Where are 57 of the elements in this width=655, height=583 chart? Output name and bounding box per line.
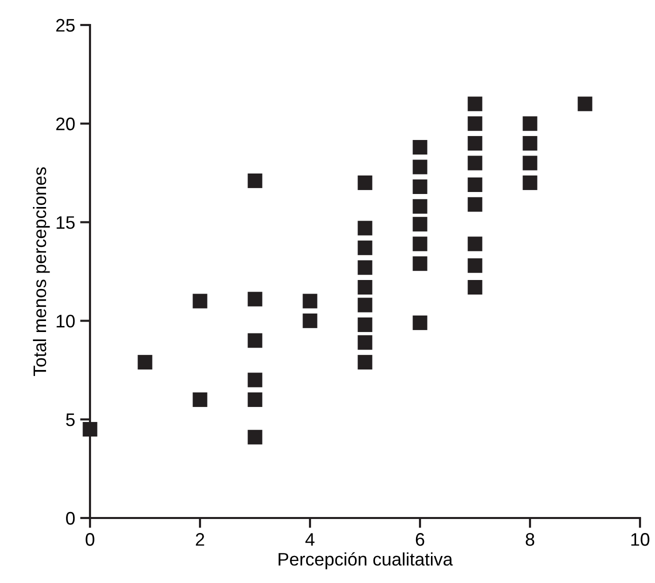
point (358, 298, 372, 312)
y-axis-title: Total menos percepciones (32, 167, 50, 376)
x-tick-label: 8 (526, 533, 534, 546)
point (468, 96, 482, 112)
point (522, 175, 538, 190)
y-tick-label: 20 (56, 118, 75, 130)
point (522, 156, 538, 170)
point (358, 335, 372, 350)
point (358, 220, 372, 236)
point (302, 314, 318, 328)
point (468, 156, 482, 170)
x-tick-label: 4 (305, 533, 314, 546)
point (468, 236, 482, 252)
point (412, 199, 428, 214)
x-tick-label: 2 (196, 533, 204, 546)
point (358, 240, 372, 256)
point (412, 179, 428, 194)
point (578, 96, 592, 112)
point (82, 422, 98, 437)
point (248, 430, 262, 444)
y-tick-label: 5 (66, 414, 75, 426)
point (412, 236, 428, 252)
point (302, 294, 318, 308)
point (468, 136, 482, 151)
point (468, 116, 482, 131)
point (248, 372, 262, 388)
point (468, 280, 482, 295)
point (358, 175, 372, 190)
y-tick-label: 15 (56, 216, 75, 229)
point (248, 292, 262, 306)
point (522, 116, 538, 131)
x-tick-label: 6 (416, 533, 424, 546)
y-tick-label: 25 (56, 18, 75, 32)
point (468, 197, 482, 212)
point (412, 256, 428, 271)
point (468, 177, 482, 192)
y-tick-label: 10 (56, 314, 75, 328)
point (248, 392, 262, 407)
point (412, 216, 428, 232)
point (192, 392, 208, 407)
point (522, 136, 538, 151)
point (192, 294, 208, 308)
point (358, 280, 372, 295)
point (248, 333, 262, 348)
point (358, 260, 372, 275)
point (412, 315, 428, 330)
point (358, 354, 372, 370)
x-tick-label: 10 (631, 533, 650, 546)
x-axis-title: Percepción cualitativa (278, 552, 453, 570)
point (468, 258, 482, 273)
x-tick-label: 0 (86, 533, 94, 546)
point (412, 160, 428, 174)
point (248, 174, 262, 188)
y-tick-label: 0 (66, 512, 75, 525)
point (138, 354, 152, 370)
point (358, 317, 372, 332)
point (412, 140, 428, 155)
